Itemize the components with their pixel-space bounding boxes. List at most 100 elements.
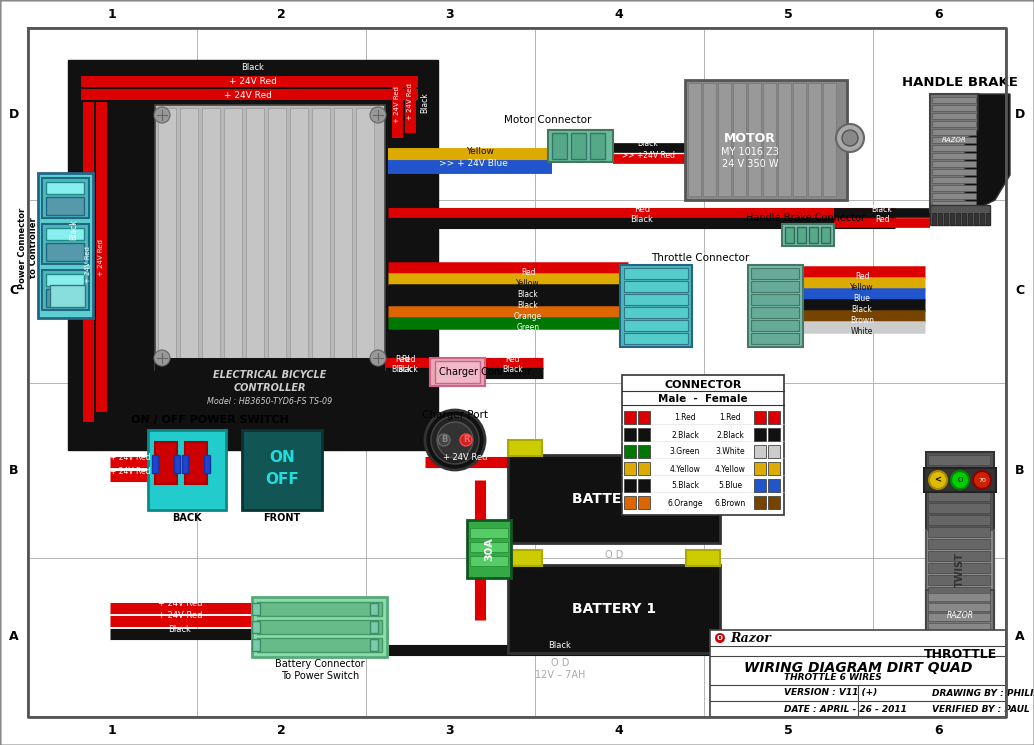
Bar: [927, 527, 990, 537]
Bar: [751, 294, 799, 305]
Text: O D: O D: [605, 550, 624, 560]
Bar: [927, 623, 990, 631]
Bar: [962, 213, 966, 225]
Bar: [356, 108, 374, 366]
Text: B: B: [1015, 463, 1025, 477]
Bar: [754, 462, 766, 475]
Text: + 24V Red: + 24V Red: [110, 452, 150, 461]
Text: Battery Connector
To Power Switch: Battery Connector To Power Switch: [275, 659, 365, 681]
Bar: [257, 602, 382, 616]
Text: FRONT: FRONT: [264, 513, 301, 523]
Text: 5: 5: [784, 7, 792, 21]
Bar: [624, 268, 688, 279]
Text: Red: Red: [634, 204, 650, 214]
Text: 6: 6: [935, 7, 943, 21]
Bar: [754, 496, 766, 509]
Circle shape: [837, 124, 864, 152]
Text: + 24V Red: + 24V Red: [98, 240, 104, 276]
Bar: [571, 133, 586, 159]
Text: Razor: Razor: [730, 632, 771, 644]
Text: + 24V Red: + 24V Red: [230, 77, 277, 86]
Text: Model : HB3650-TYD6-FS TS-09: Model : HB3650-TYD6-FS TS-09: [208, 396, 333, 405]
Bar: [926, 590, 994, 645]
Bar: [927, 633, 990, 641]
Text: OFF: OFF: [265, 472, 299, 487]
Text: BATTERY 2: BATTERY 2: [572, 492, 656, 506]
Bar: [180, 108, 197, 366]
Circle shape: [431, 416, 479, 464]
Text: Black: Black: [631, 215, 653, 223]
Bar: [204, 455, 210, 473]
Text: <: <: [935, 475, 942, 484]
Text: + 24V Red: + 24V Red: [158, 598, 203, 607]
Text: RAZOR: RAZOR: [942, 137, 967, 143]
Bar: [45, 289, 84, 307]
Bar: [638, 462, 650, 475]
Bar: [50, 285, 85, 307]
Text: 4.Yellow: 4.Yellow: [714, 464, 746, 474]
Bar: [624, 294, 688, 305]
Bar: [508, 455, 720, 543]
Bar: [252, 603, 260, 615]
Bar: [930, 205, 990, 225]
Text: >> +24V Red: >> +24V Red: [621, 150, 674, 159]
Text: THROTTLE 6 WIRES: THROTTLE 6 WIRES: [784, 673, 882, 682]
Bar: [703, 83, 716, 196]
Bar: [733, 83, 746, 196]
Text: Black: Black: [392, 364, 413, 373]
Bar: [927, 563, 990, 573]
Text: ON: ON: [269, 451, 295, 466]
Text: VERSION : V11 (+): VERSION : V11 (+): [784, 688, 877, 697]
Text: Black: Black: [518, 301, 539, 310]
Text: O: O: [957, 477, 963, 483]
Bar: [685, 80, 847, 200]
Bar: [174, 455, 180, 473]
Text: Handle Brake Connector: Handle Brake Connector: [746, 213, 864, 223]
Text: 2: 2: [277, 724, 285, 738]
Bar: [751, 281, 799, 292]
Bar: [932, 153, 976, 159]
Bar: [624, 462, 636, 475]
Text: A: A: [9, 630, 19, 644]
Bar: [950, 213, 954, 225]
Bar: [430, 358, 485, 386]
Bar: [980, 213, 984, 225]
Text: DRAWING BY : PHILIP THAI: DRAWING BY : PHILIP THAI: [932, 688, 1034, 697]
Bar: [638, 496, 650, 509]
Text: HANDLE BRAKE: HANDLE BRAKE: [902, 77, 1017, 89]
Circle shape: [973, 471, 991, 489]
Bar: [624, 333, 688, 344]
Text: B: B: [9, 463, 19, 477]
Bar: [751, 268, 799, 279]
Text: 4.Yellow: 4.Yellow: [670, 464, 700, 474]
Bar: [370, 621, 378, 633]
Bar: [932, 185, 976, 191]
Circle shape: [842, 130, 858, 146]
Text: >> + 24V Blue: >> + 24V Blue: [438, 159, 508, 168]
Bar: [45, 228, 84, 240]
Text: + 24V Red: + 24V Red: [394, 86, 400, 124]
Bar: [68, 60, 438, 74]
Bar: [927, 455, 990, 465]
Bar: [624, 307, 688, 318]
Bar: [392, 76, 403, 138]
Text: 5.Black: 5.Black: [671, 481, 699, 490]
Text: + 24V Red: + 24V Red: [110, 466, 150, 475]
Text: Red: Red: [395, 355, 409, 364]
Text: Red: Red: [401, 355, 416, 364]
Bar: [622, 375, 784, 515]
Bar: [638, 479, 650, 492]
Text: 4: 4: [614, 7, 624, 21]
Text: 3: 3: [446, 7, 454, 21]
Bar: [938, 213, 942, 225]
Bar: [926, 452, 994, 632]
Text: Male  -  Female: Male - Female: [659, 394, 748, 404]
Bar: [718, 83, 731, 196]
Bar: [927, 613, 990, 621]
Text: 6.Orange: 6.Orange: [667, 498, 703, 507]
Bar: [927, 603, 990, 611]
Text: C: C: [9, 285, 19, 297]
Bar: [405, 76, 416, 133]
Text: DATE : APRIL - 26 - 2011: DATE : APRIL - 26 - 2011: [784, 705, 907, 714]
Text: R: R: [463, 436, 469, 445]
